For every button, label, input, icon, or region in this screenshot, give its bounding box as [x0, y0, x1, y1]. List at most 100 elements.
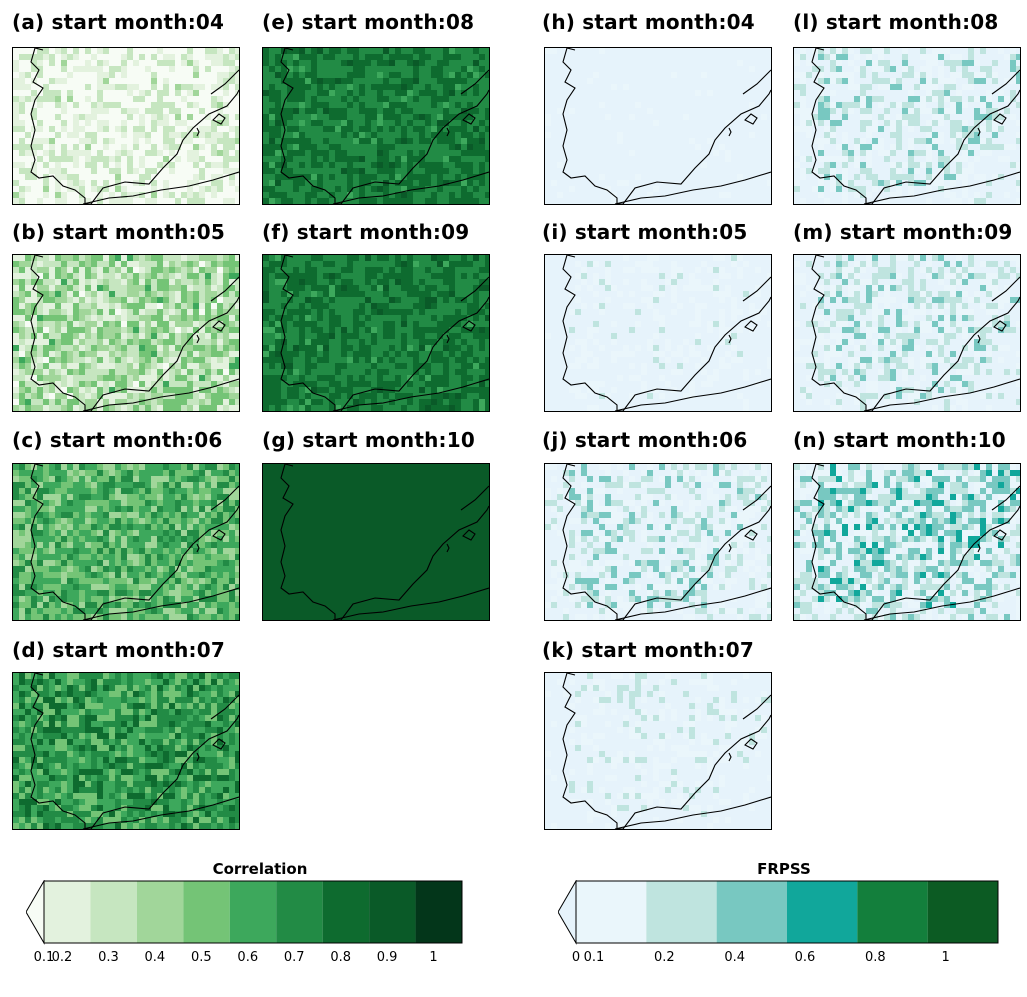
- grid-cell: [389, 375, 395, 381]
- grid-cell: [199, 548, 205, 554]
- grid-cell: [43, 108, 49, 114]
- grid-cell: [263, 84, 269, 90]
- grid-cell: [181, 180, 187, 186]
- grid-cell: [109, 180, 115, 186]
- grid-cell: [235, 303, 239, 309]
- grid-cell: [479, 267, 485, 273]
- grid-cell: [133, 584, 139, 590]
- grid-cell: [43, 72, 49, 78]
- grid-cell: [79, 596, 85, 602]
- grid-cell: [163, 399, 169, 405]
- grid-cell: [181, 602, 187, 608]
- grid-cell: [311, 345, 317, 351]
- grid-cell: [43, 524, 49, 530]
- grid-cell: [133, 590, 139, 596]
- grid-cell: [193, 315, 199, 321]
- grid-cell: [275, 261, 281, 267]
- grid-cell: [91, 548, 97, 554]
- grid-cell: [103, 488, 109, 494]
- grid-cell: [235, 120, 239, 126]
- grid-cell: [223, 162, 229, 168]
- grid-cell: [217, 255, 223, 261]
- grid-cell: [37, 285, 43, 291]
- grid-cell: [79, 84, 85, 90]
- grid-cell: [79, 357, 85, 363]
- grid-cell: [109, 60, 115, 66]
- grid-cell: [151, 291, 157, 297]
- grid-cell: [199, 602, 205, 608]
- grid-cell: [293, 84, 299, 90]
- grid-cell: [443, 351, 449, 357]
- grid-cell: [229, 560, 235, 566]
- grid-cell: [293, 393, 299, 399]
- grid-cell: [61, 138, 67, 144]
- grid-cell: [61, 297, 67, 303]
- grid-cell: [175, 198, 181, 204]
- grid-cell: [187, 578, 193, 584]
- grid-cell: [211, 566, 217, 572]
- grid-cell: [347, 285, 353, 291]
- grid-cell: [437, 333, 443, 339]
- grid-cell: [91, 560, 97, 566]
- grid-cell: [121, 255, 127, 261]
- grid-cell: [139, 357, 145, 363]
- grid-cell: [139, 381, 145, 387]
- grid-cell: [193, 72, 199, 78]
- grid-cell: [133, 60, 139, 66]
- grid-cell: [181, 198, 187, 204]
- grid-cell: [211, 267, 217, 273]
- grid-cell: [19, 405, 25, 411]
- grid-cell: [181, 536, 187, 542]
- grid-cell: [157, 291, 163, 297]
- grid-cell: [61, 375, 67, 381]
- grid-cell: [223, 333, 229, 339]
- grid-cell: [121, 512, 127, 518]
- grid-cell: [193, 102, 199, 108]
- grid-cell: [19, 333, 25, 339]
- grid-cell: [223, 174, 229, 180]
- grid-cell: [437, 297, 443, 303]
- grid-cell: [97, 530, 103, 536]
- grid-cell: [169, 351, 175, 357]
- grid-cell: [211, 524, 217, 530]
- grid-cell: [61, 482, 67, 488]
- grid-cell: [473, 273, 479, 279]
- grid-cell: [365, 150, 371, 156]
- grid-cell: [115, 351, 121, 357]
- grid-cell: [223, 482, 229, 488]
- grid-cell: [461, 60, 467, 66]
- grid-cell: [157, 285, 163, 291]
- grid-cell: [353, 375, 359, 381]
- grid-cell: [61, 596, 67, 602]
- grid-cell: [85, 297, 91, 303]
- grid-cell: [467, 357, 473, 363]
- grid-cell: [31, 327, 37, 333]
- grid-cell: [461, 279, 467, 285]
- grid-cell: [37, 512, 43, 518]
- grid-cell: [479, 60, 485, 66]
- grid-cell: [187, 524, 193, 530]
- grid-cell: [181, 261, 187, 267]
- grid-cell: [175, 84, 181, 90]
- grid-cell: [139, 333, 145, 339]
- grid-cell: [287, 48, 293, 54]
- grid-cell: [109, 66, 115, 72]
- grid-cell: [217, 144, 223, 150]
- grid-cell: [335, 114, 341, 120]
- grid-cell: [317, 303, 323, 309]
- grid-cell: [13, 309, 19, 315]
- grid-cell: [335, 144, 341, 150]
- grid-cell: [263, 363, 269, 369]
- grid-cell: [217, 267, 223, 273]
- grid-cell: [305, 54, 311, 60]
- grid-cell: [275, 393, 281, 399]
- grid-cell: [407, 321, 413, 327]
- grid-cell: [115, 554, 121, 560]
- grid-cell: [437, 339, 443, 345]
- grid-cell: [347, 255, 353, 261]
- grid-cell: [323, 387, 329, 393]
- grid-cell: [443, 309, 449, 315]
- grid-cell: [431, 168, 437, 174]
- grid-cell: [431, 90, 437, 96]
- grid-cell: [199, 96, 205, 102]
